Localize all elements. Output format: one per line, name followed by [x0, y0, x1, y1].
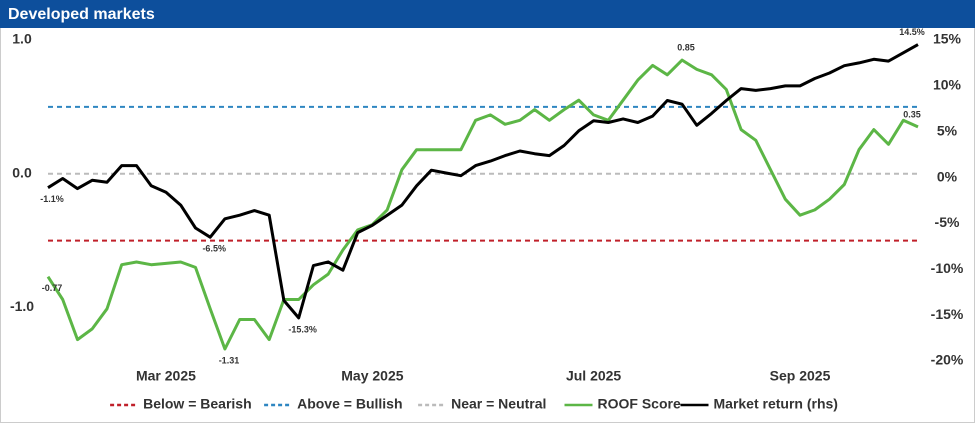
x-tick-label: Jul 2025 — [566, 368, 621, 384]
y2-tick-label: -10% — [931, 260, 964, 276]
value-label: -6.5% — [202, 244, 226, 254]
y2-tick-label: -20% — [931, 352, 964, 368]
line-series — [46, 58, 919, 351]
chart-title: Developed markets — [8, 6, 155, 23]
y-tick-label: 0.0 — [12, 164, 32, 180]
value-label: 14.5% — [899, 27, 925, 37]
legend-label: Market return (rhs) — [714, 396, 838, 412]
line-series — [47, 43, 919, 320]
y2-tick-label: -5% — [935, 214, 960, 230]
y-tick-label: -1.0 — [10, 298, 34, 314]
y2-tick-label: 0% — [937, 168, 958, 184]
y2-tick-label: 5% — [937, 122, 958, 138]
legend-label: Near = Neutral — [451, 396, 546, 412]
value-label: -1.1% — [40, 194, 64, 204]
value-label: 0.85 — [677, 42, 695, 52]
value-label: -0.77 — [42, 283, 63, 293]
legend-label: Below = Bearish — [143, 396, 252, 412]
y-tick-label: 1.0 — [12, 31, 32, 47]
legend-label: Above = Bullish — [297, 396, 402, 412]
value-label: -1.31 — [219, 355, 240, 365]
x-tick-label: May 2025 — [341, 368, 403, 384]
x-tick-label: Sep 2025 — [770, 368, 831, 384]
value-label: 0.35 — [903, 109, 921, 119]
x-tick-label: Mar 2025 — [136, 368, 196, 384]
y2-tick-label: 15% — [933, 31, 962, 47]
y2-tick-label: 10% — [933, 77, 962, 93]
legend-label: ROOF Score — [598, 396, 681, 412]
title-bar — [0, 0, 975, 28]
value-label: -15.3% — [288, 324, 317, 334]
y2-tick-label: -15% — [931, 306, 964, 322]
